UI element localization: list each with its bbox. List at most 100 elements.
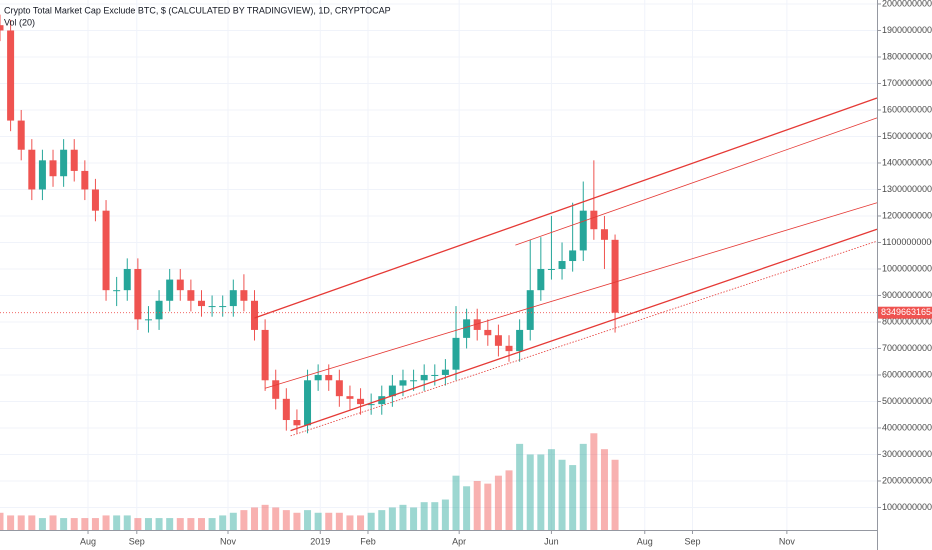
y-tick-label: 40000000000	[882, 422, 932, 432]
candle-body	[388, 385, 396, 397]
volume-bar	[346, 515, 354, 530]
candle-body	[123, 268, 131, 291]
volume-bar	[335, 512, 343, 530]
candle-body	[0, 25, 4, 31]
y-tick-label: 60000000000	[882, 369, 932, 379]
x-tick-label: Nov	[220, 536, 237, 546]
candle-layer	[0, 14, 619, 434]
y-tick-label: 70000000000	[882, 343, 932, 353]
volume-bar	[293, 512, 301, 530]
volume-bar	[49, 515, 57, 530]
volume-bar	[314, 512, 322, 530]
y-tick-label: 150000000000	[882, 131, 932, 141]
volume-bar	[558, 459, 566, 530]
candle-body	[579, 210, 587, 251]
candle-body	[494, 335, 502, 346]
volume-bar	[28, 515, 36, 530]
volume-bar	[0, 512, 4, 530]
candle-body	[473, 319, 481, 330]
y-tick-label: 180000000000	[882, 51, 932, 61]
volume-bar	[547, 449, 555, 530]
drawing-layer	[0, 97, 878, 437]
y-tick-label: 160000000000	[882, 104, 932, 114]
candle-body	[431, 374, 439, 376]
candle-body	[272, 380, 280, 399]
volume-bar	[569, 465, 577, 530]
volume-bar	[494, 475, 502, 530]
candle-body	[378, 396, 386, 405]
trend-line	[254, 97, 878, 319]
trend-line	[290, 228, 878, 432]
candle-body	[81, 170, 89, 190]
candle-body	[251, 300, 259, 330]
volume-bar	[81, 518, 89, 530]
volume-bar	[187, 518, 195, 530]
candle-body	[410, 380, 418, 382]
candle-body	[282, 398, 290, 421]
volume-bar	[123, 515, 131, 530]
y-tick-label: 30000000000	[882, 449, 932, 459]
candle-body	[240, 290, 248, 301]
y-tick-label: 170000000000	[882, 78, 932, 88]
volume-bar	[388, 507, 396, 530]
y-tick-label: 140000000000	[882, 157, 932, 167]
volume-bar	[144, 518, 152, 530]
volume-bar	[410, 507, 418, 530]
volume-bar	[420, 502, 428, 530]
volume-bar	[134, 518, 142, 530]
candle-body	[155, 300, 163, 320]
candle-body	[197, 300, 205, 307]
volume-bar	[452, 475, 460, 530]
candle-body	[28, 149, 36, 190]
volume-bar	[91, 518, 99, 530]
x-tick-label: Aug	[637, 536, 653, 546]
candle-body	[335, 380, 343, 397]
volume-bar	[611, 459, 619, 530]
last-price-label: 83496631654	[881, 307, 932, 317]
grid-layer	[0, 0, 877, 530]
candle-body	[590, 210, 598, 230]
candle-body	[134, 268, 142, 320]
volume-bar	[441, 499, 449, 530]
volume-bar	[7, 515, 15, 530]
trend-line	[264, 202, 878, 389]
candle-body	[537, 268, 545, 291]
candle-body	[420, 374, 428, 381]
x-tick-label: Sep	[129, 536, 145, 546]
volume-bar	[579, 443, 587, 530]
candle-body	[314, 374, 322, 381]
volume-bar	[537, 454, 545, 530]
volume-bar	[38, 518, 46, 530]
candle-body	[399, 380, 407, 386]
candle-body	[144, 319, 152, 321]
volume-bar	[240, 510, 248, 530]
volume-bar	[378, 510, 386, 530]
volume-bar	[600, 449, 608, 530]
y-tick-label: 200000000000	[882, 0, 932, 8]
volume-bar	[229, 512, 237, 530]
volume-bar	[176, 518, 184, 530]
volume-bar	[516, 443, 524, 530]
candle-body	[463, 319, 471, 338]
volume-bar	[399, 504, 407, 530]
candle-body	[38, 160, 46, 190]
candle-body	[367, 404, 375, 406]
candle-body	[526, 290, 534, 330]
y-tick-label: 90000000000	[882, 290, 932, 300]
volume-layer	[0, 433, 619, 530]
volume-bar	[155, 518, 163, 530]
volume-bar	[463, 486, 471, 530]
candle-body	[484, 329, 492, 336]
candle-body	[219, 306, 227, 308]
volume-bar	[325, 512, 333, 530]
candle-body	[505, 345, 513, 352]
y-tick-label: 80000000000	[882, 316, 932, 326]
volume-label: Vol (20)	[4, 17, 35, 27]
x-tick-label: Jun	[544, 536, 559, 546]
volume-bar	[70, 518, 78, 530]
volume-bar	[590, 433, 598, 530]
candle-body	[600, 229, 608, 240]
candle-body	[49, 160, 57, 177]
